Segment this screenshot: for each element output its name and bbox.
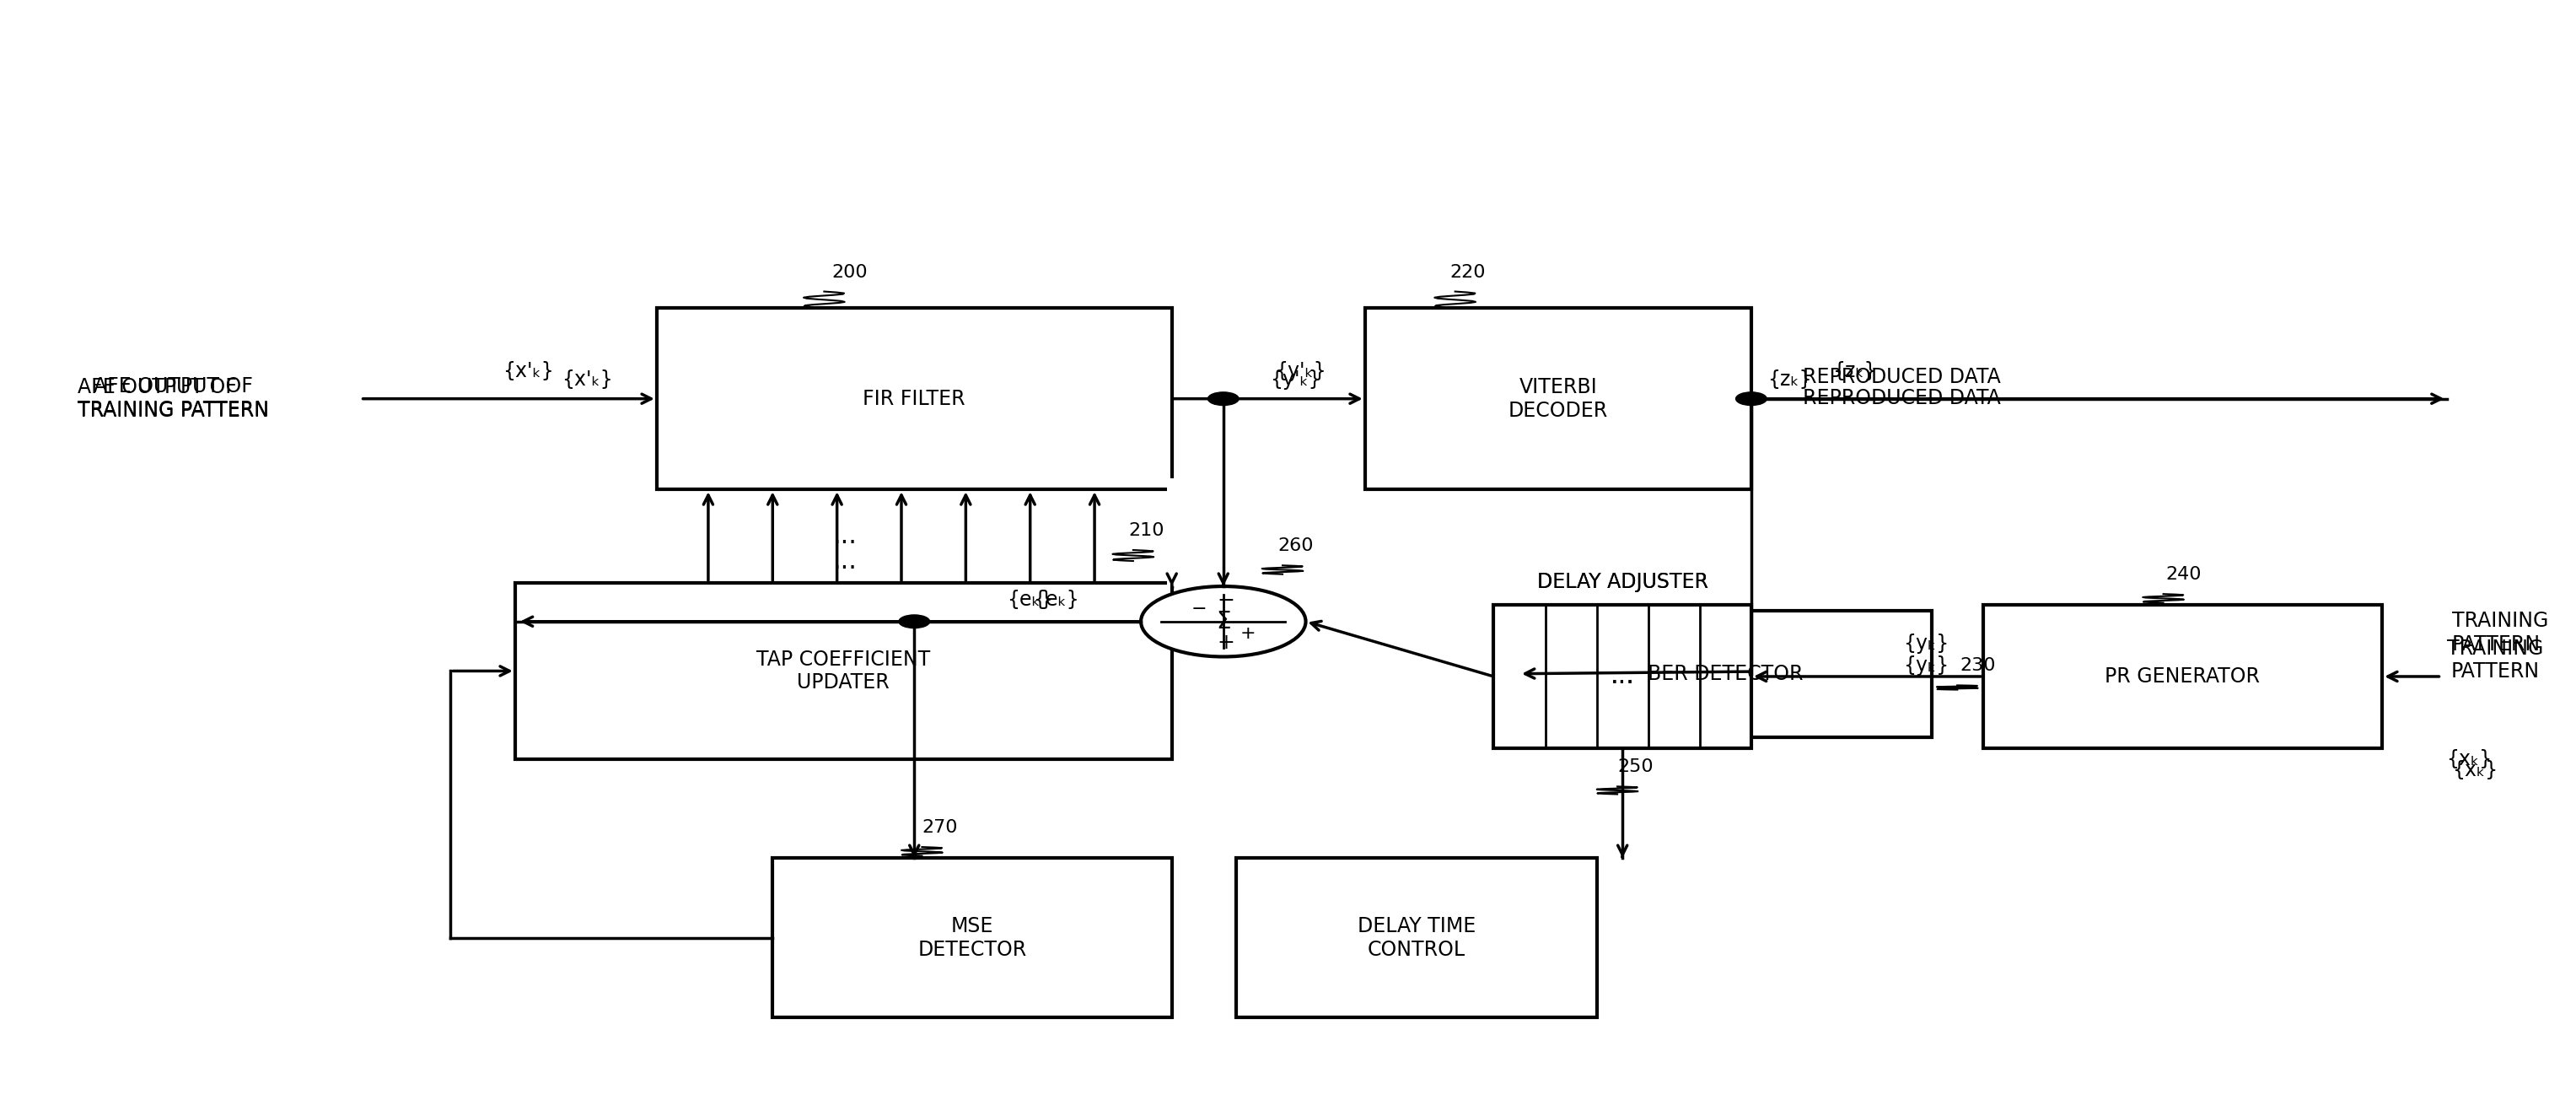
Text: 230: 230: [1960, 658, 1996, 674]
Text: +: +: [1239, 626, 1257, 642]
Text: 210: 210: [1128, 522, 1164, 539]
Text: AFE OUTPUT OF
TRAINING PATTERN: AFE OUTPUT OF TRAINING PATTERN: [77, 376, 268, 420]
Text: 250: 250: [1618, 759, 1654, 776]
Text: VITERBI
DECODER: VITERBI DECODER: [1510, 377, 1607, 420]
Text: PR GENERATOR: PR GENERATOR: [2105, 667, 2259, 686]
Text: {zₖ}: {zₖ}: [1832, 361, 1875, 382]
Bar: [1365, 308, 1752, 490]
Text: 270: 270: [922, 820, 958, 836]
Text: 220: 220: [1450, 264, 1486, 280]
Text: ...: ...: [832, 524, 858, 549]
Text: {xₖ}: {xₖ}: [2447, 749, 2494, 769]
Text: DELAY ADJUSTER: DELAY ADJUSTER: [1538, 572, 1708, 592]
Text: ...: ...: [1610, 664, 1636, 689]
Text: REPRODUCED DATA: REPRODUCED DATA: [1803, 388, 2002, 408]
Text: BER DETECTOR: BER DETECTOR: [1649, 663, 1803, 684]
Text: REPRODUCED DATA: REPRODUCED DATA: [1803, 366, 2002, 387]
Text: {x'ₖ}: {x'ₖ}: [502, 361, 554, 382]
Bar: [1984, 605, 2383, 748]
Text: {xₖ}: {xₖ}: [2452, 760, 2499, 780]
Circle shape: [1141, 586, 1306, 657]
Text: {zₖ}: {zₖ}: [1767, 370, 1811, 389]
Bar: [1494, 605, 1752, 748]
Text: {y'ₖ}: {y'ₖ}: [1270, 370, 1321, 389]
Text: 200: 200: [832, 264, 868, 280]
Text: DELAY TIME
CONTROL: DELAY TIME CONTROL: [1358, 916, 1476, 959]
Text: FIR FILTER: FIR FILTER: [863, 388, 966, 409]
Text: +: +: [1216, 632, 1234, 652]
Text: 240: 240: [2166, 567, 2202, 583]
Text: TRAINING
PATTERN: TRAINING PATTERN: [2447, 638, 2543, 682]
Circle shape: [1208, 393, 1239, 405]
Text: {eₖ}: {eₖ}: [1007, 590, 1054, 609]
Text: {x'ₖ}: {x'ₖ}: [562, 370, 613, 389]
Text: {y'ₖ}: {y'ₖ}: [1275, 361, 1327, 382]
Bar: [1236, 858, 1597, 1018]
Text: DELAY ADJUSTER: DELAY ADJUSTER: [1538, 572, 1708, 592]
Bar: [657, 308, 1172, 490]
Circle shape: [899, 615, 930, 628]
Text: {yₖ}: {yₖ}: [1904, 634, 1950, 653]
Text: −: −: [1190, 601, 1206, 617]
Bar: [773, 858, 1172, 1018]
Text: AFE OUTPUT OF
TRAINING PATTERN: AFE OUTPUT OF TRAINING PATTERN: [77, 377, 268, 420]
Text: ...: ...: [832, 549, 858, 573]
Circle shape: [1736, 393, 1767, 405]
Text: TRAINING
PATTERN: TRAINING PATTERN: [2452, 610, 2548, 654]
Text: MSE
DETECTOR: MSE DETECTOR: [917, 916, 1028, 959]
Text: {yₖ}: {yₖ}: [1904, 656, 1950, 675]
Bar: [515, 583, 1172, 759]
Text: Σ: Σ: [1216, 609, 1231, 634]
Bar: [1520, 610, 1932, 737]
Text: −: −: [1216, 591, 1234, 610]
Text: {eₖ}: {eₖ}: [1033, 590, 1079, 609]
Text: ...: ...: [1610, 664, 1636, 689]
Bar: [1167, 478, 1177, 586]
Text: 260: 260: [1278, 538, 1314, 554]
Text: TAP COEFFICIENT
UPDATER: TAP COEFFICIENT UPDATER: [757, 649, 930, 693]
